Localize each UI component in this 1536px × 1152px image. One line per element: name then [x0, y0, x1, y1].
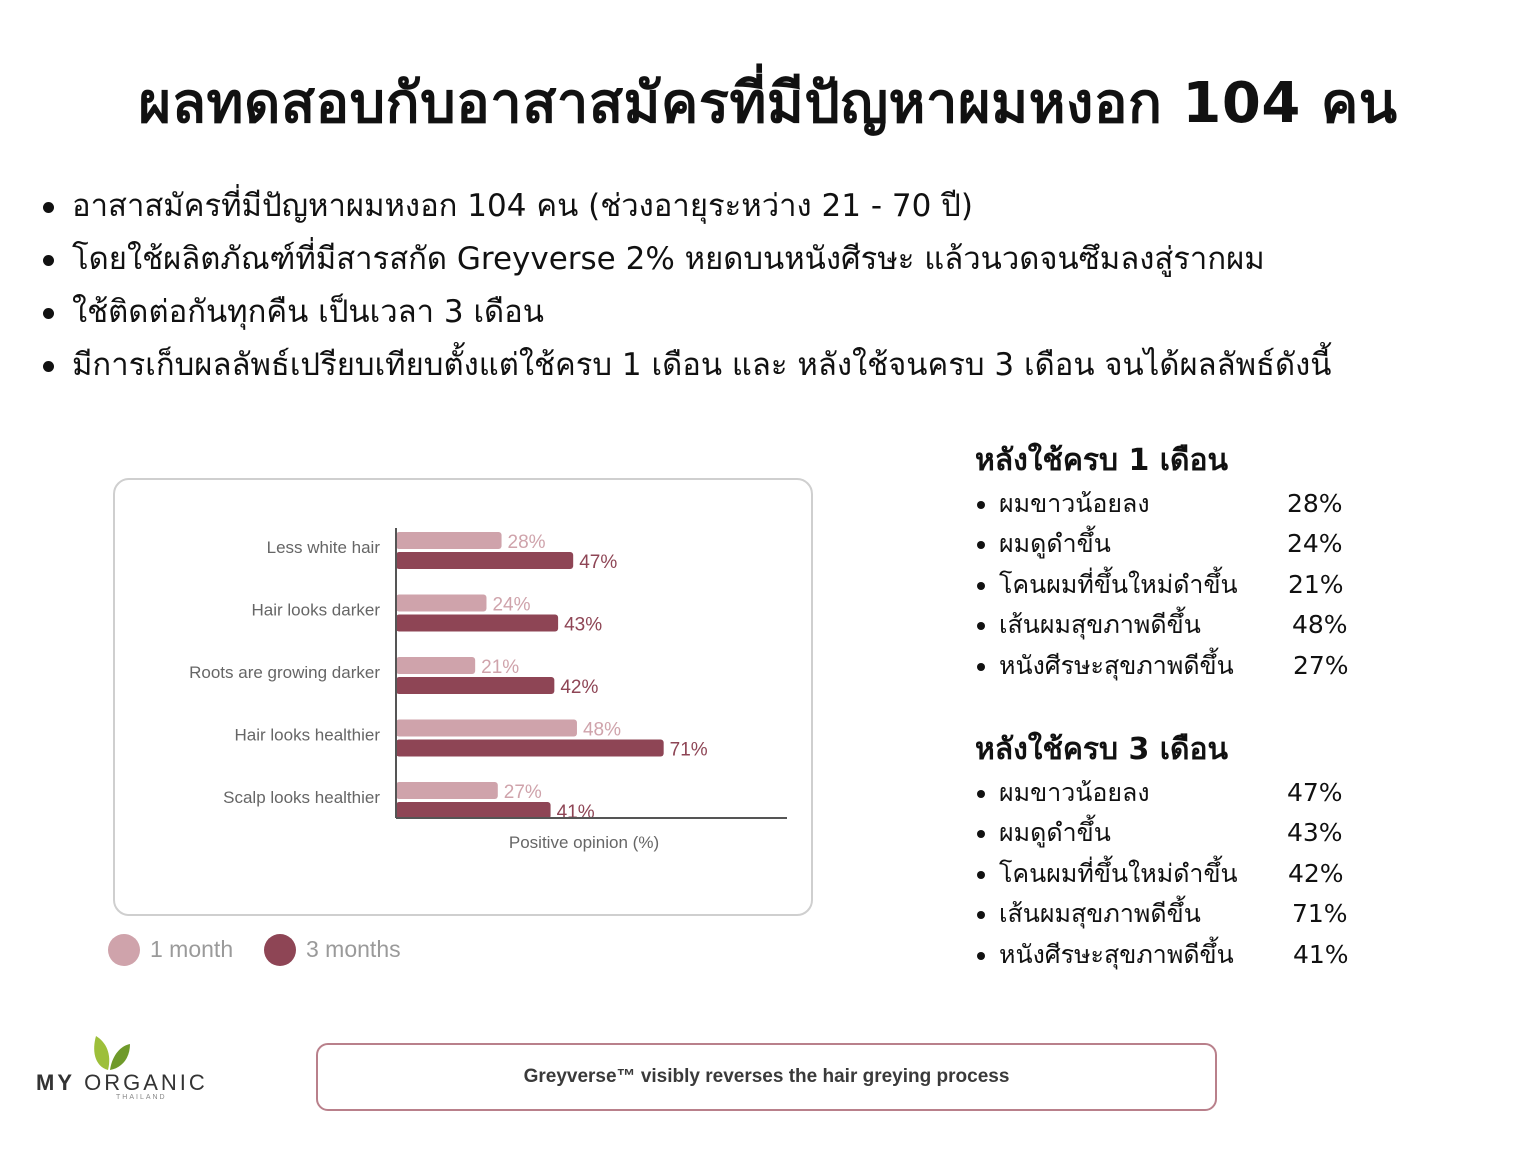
result-item: โคนผมที่ขึ้นใหม่ดำขึ้น 21%	[975, 565, 1495, 605]
bar-3-months	[396, 802, 551, 819]
result-item: หนังศีรษะสุขภาพดีขึ้น 41%	[975, 935, 1495, 975]
data-label: 21%	[481, 657, 519, 678]
tagline-box: Greyverse™ visibly reverses the hair gre…	[316, 1043, 1217, 1111]
result-item: ผมดูดำขึ้น 43%	[975, 813, 1495, 853]
result-label: เส้นผมสุขภาพดีขึ้น	[999, 899, 1201, 929]
result-value: 41%	[1293, 939, 1349, 969]
result-value: 71%	[1292, 899, 1348, 929]
data-label: 47%	[579, 552, 617, 573]
result-item: ผมดูดำขึ้น 24%	[975, 524, 1495, 564]
x-axis-label: Positive opinion (%)	[509, 833, 659, 852]
legend-swatch	[264, 934, 296, 966]
bar-1-month	[396, 532, 502, 549]
result-item: ผมขาวน้อยลง 47%	[975, 773, 1495, 813]
intro-bullet: อาสาสมัครที่มีปัญหาผมหงอก 104 คน (ช่วงอา…	[38, 180, 1518, 233]
bar-1-month	[396, 719, 577, 737]
result-label: ผมขาวน้อยลง	[999, 778, 1150, 807]
bar-3-months	[396, 677, 555, 694]
result-value: 42%	[1288, 858, 1344, 888]
page-title: ผลทดสอบกับอาสาสมัครที่มีปัญหาผมหงอก 104 …	[138, 71, 1398, 136]
results-heading: หลังใช้ครบ 3 เดือน	[975, 732, 1229, 767]
bar-1-month	[396, 782, 498, 799]
intro-list: อาสาสมัครที่มีปัญหาผมหงอก 104 คน (ช่วงอา…	[38, 180, 1518, 392]
result-value: 27%	[1293, 650, 1349, 680]
category-label: Hair looks healthier	[234, 726, 380, 745]
intro-bullet: มีการเก็บผลลัพธ์เปรียบเทียบตั้งแต่ใช้ครบ…	[38, 339, 1518, 392]
brand-logo: MY ORGANIC THAILAND	[36, 1034, 206, 1104]
category-label: Roots are growing darker	[189, 663, 380, 682]
result-value: 21%	[1288, 569, 1344, 599]
bar-3-months	[396, 552, 574, 569]
result-item: เส้นผมสุขภาพดีขึ้น 71%	[975, 894, 1495, 934]
result-item: โคนผมที่ขึ้นใหม่ดำขึ้น 42%	[975, 854, 1495, 894]
result-label: ผมขาวน้อยลง	[999, 489, 1150, 518]
chart-frame: Less white hair 28% 47% Hair looks darker 24…	[113, 478, 813, 916]
legend-label: 1 month	[150, 936, 234, 962]
result-item: หนังศีรษะสุขภาพดีขึ้น 27%	[975, 646, 1495, 686]
data-label: 42%	[560, 677, 598, 698]
result-value: 47%	[1287, 778, 1343, 807]
data-label: 43%	[564, 615, 602, 636]
leaf-icon	[94, 1036, 130, 1070]
legend-label: 3 months	[306, 936, 401, 962]
data-label: 48%	[583, 720, 621, 741]
bar-chart: Less white hair 28% 47% Hair looks darker 24…	[189, 528, 787, 852]
results-list: ผมขาวน้อยลง 47% ผมดูดำขึ้น 43% โคนผมที่ขึ้…	[975, 773, 1495, 975]
results-list: ผมขาวน้อยลง 28% ผมดูดำขึ้น 24% โคนผมที่ขึ้…	[975, 484, 1495, 686]
category-label: Less white hair	[267, 538, 381, 557]
results-3-months: หลังใช้ครบ 3 เดือน ผมขาวน้อยลง 47% ผมดูดำ…	[975, 727, 1495, 975]
results-heading: หลังใช้ครบ 1 เดือน	[975, 443, 1229, 478]
category-label: Hair looks darker	[252, 601, 381, 620]
result-value: 24%	[1287, 529, 1343, 559]
result-item: ผมขาวน้อยลง 28%	[975, 484, 1495, 524]
result-label: หนังศีรษะสุขภาพดีขึ้น	[999, 939, 1234, 969]
category-label: Scalp looks healthier	[223, 788, 380, 807]
data-label: 28%	[508, 532, 546, 553]
data-label: 27%	[504, 782, 542, 803]
result-label: เส้นผมสุขภาพดีขึ้น	[999, 610, 1201, 640]
intro-bullet: ใช้ติดต่อกันทุกคืน เป็นเวลา 3 เดือน	[38, 286, 1518, 339]
result-value: 43%	[1287, 818, 1343, 848]
legend-swatch	[108, 934, 140, 966]
logo-subtext: THAILAND	[116, 1094, 167, 1101]
bar-1-month	[396, 657, 476, 674]
results-1-month: หลังใช้ครบ 1 เดือน ผมขาวน้อยลง 28% ผมดูดำ…	[975, 438, 1495, 686]
data-label: 24%	[492, 595, 530, 616]
result-label: โคนผมที่ขึ้นใหม่ดำขึ้น	[999, 569, 1238, 599]
bar-1-month	[396, 594, 487, 612]
bar-3-months	[396, 614, 559, 632]
result-item: เส้นผมสุขภาพดีขึ้น 48%	[975, 605, 1495, 645]
result-label: ผมดูดำขึ้น	[999, 529, 1111, 559]
intro-bullet: โดยใช้ผลิตภัณฑ์ที่มีสารสกัด Greyverse 2%…	[38, 233, 1518, 286]
result-label: หนังศีรษะสุขภาพดีขึ้น	[999, 650, 1234, 680]
logo-wordmark: MY ORGANIC	[36, 1070, 208, 1095]
result-value: 48%	[1292, 610, 1348, 640]
result-label: โคนผมที่ขึ้นใหม่ดำขึ้น	[999, 858, 1238, 888]
result-label: ผมดูดำขึ้น	[999, 818, 1111, 848]
data-label: 41%	[557, 802, 595, 823]
result-value: 28%	[1287, 489, 1343, 518]
bar-3-months	[396, 739, 664, 757]
data-label: 71%	[670, 740, 708, 761]
